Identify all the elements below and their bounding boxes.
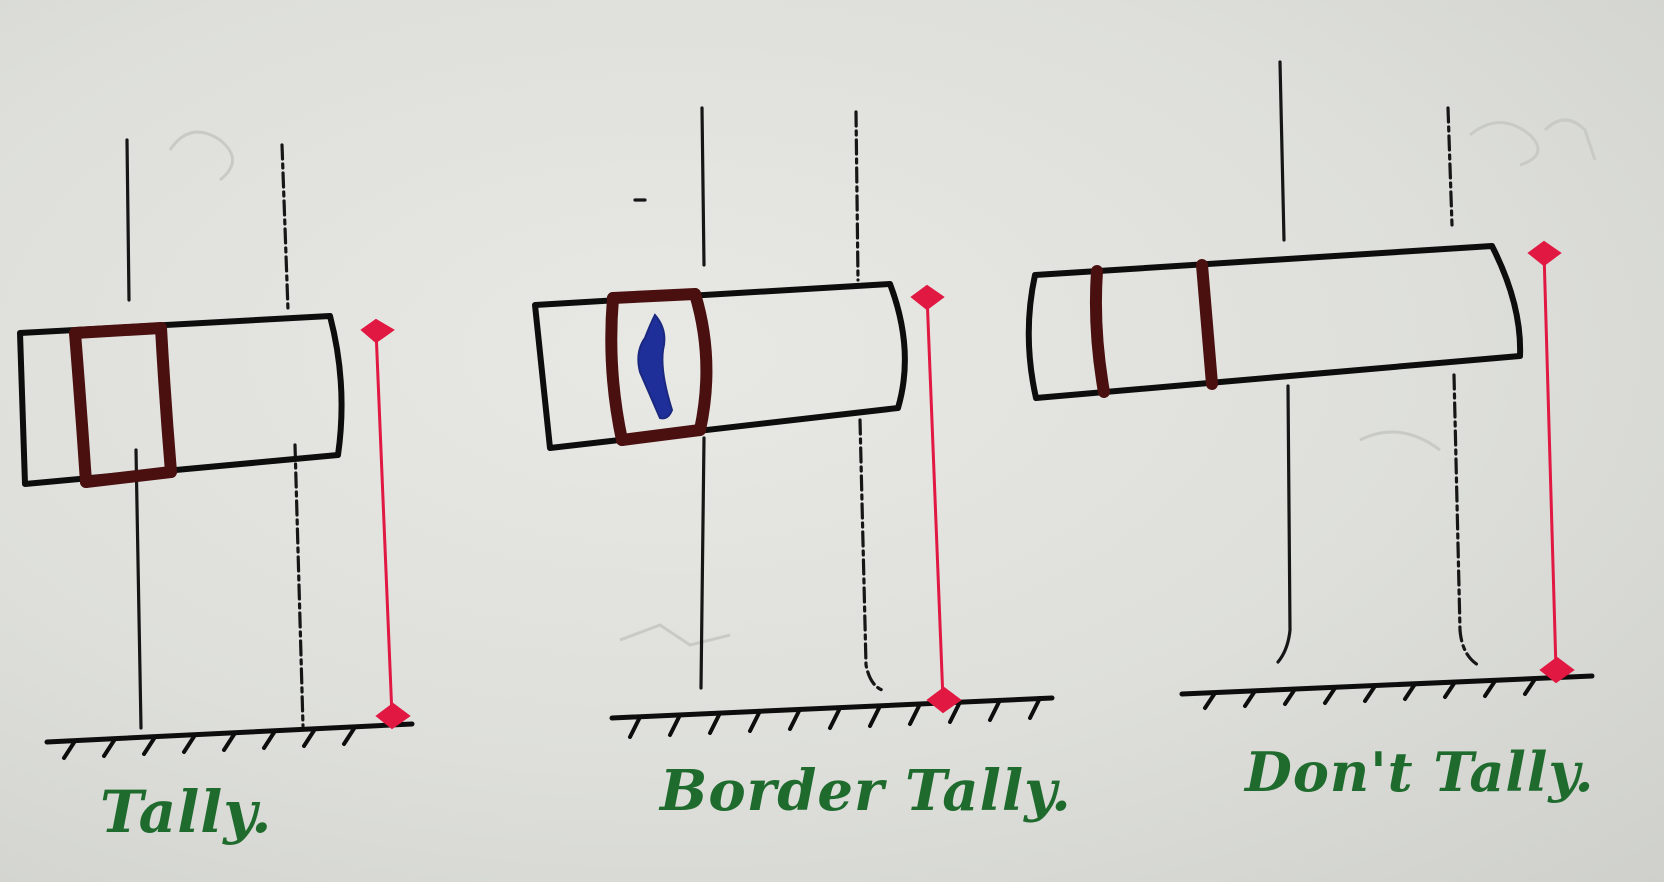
band-top [69, 322, 167, 339]
ground-line [609, 695, 1055, 721]
ground-line [1179, 673, 1595, 697]
band-right [155, 322, 177, 478]
band-left [69, 327, 92, 488]
ground-hatching [1203, 677, 1537, 710]
ground-hatching [62, 725, 357, 760]
height-arrow [910, 284, 962, 714]
cylinder-body [1025, 243, 1524, 401]
ground-hatching [628, 696, 1042, 739]
cylinder-body [532, 281, 908, 451]
blue-mark [637, 313, 674, 420]
caption-dont-tally: Don't Tally. [1245, 740, 1595, 804]
height-arrow [1527, 240, 1575, 684]
guide-line-left [699, 106, 706, 690]
height-arrow [360, 318, 411, 730]
band-left [605, 292, 628, 446]
figure-tally [17, 138, 415, 760]
band-left [1089, 265, 1110, 398]
figure-border-tally [532, 106, 1055, 739]
band-right [689, 288, 713, 436]
caption-tally: Tally. [100, 778, 273, 846]
caption-border-tally: Border Tally. [660, 758, 1072, 824]
figure-dont-tally [1025, 60, 1595, 710]
guide-line-left [1276, 60, 1292, 664]
guide-line-right [280, 143, 305, 728]
guide-line-left [125, 138, 143, 730]
guide-line-right [1446, 106, 1480, 667]
show-through-marks [168, 118, 1597, 647]
guide-line-right [854, 110, 884, 692]
band-top [607, 288, 701, 304]
band-right [1196, 259, 1218, 390]
band-bottom [616, 424, 706, 446]
ground-line [44, 721, 415, 745]
band-bottom [80, 466, 177, 488]
cylinder-body [17, 313, 345, 487]
